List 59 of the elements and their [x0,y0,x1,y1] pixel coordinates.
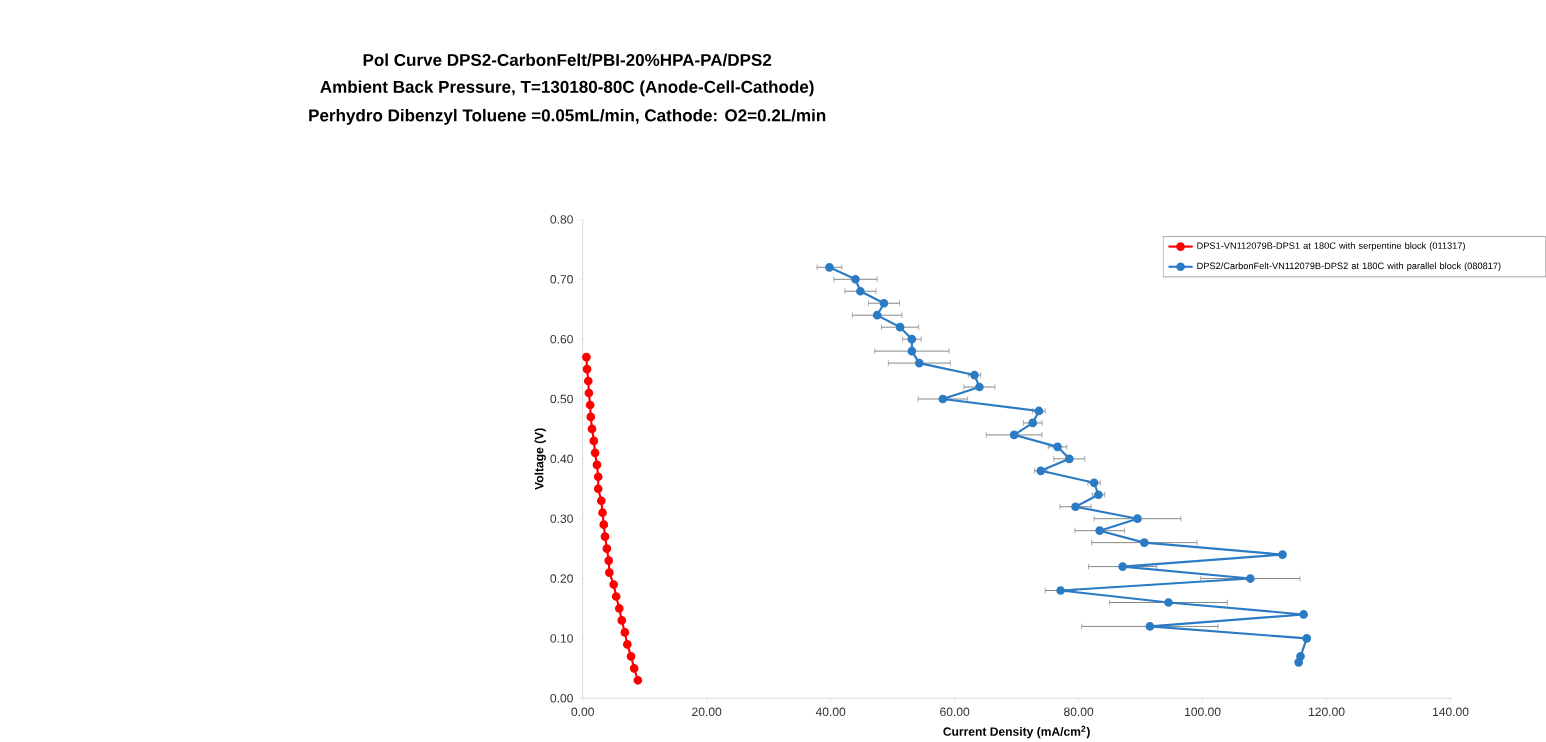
point [1139,537,1149,547]
point [584,388,594,397]
point [611,591,621,601]
point [587,424,597,433]
point [895,322,905,332]
point [617,615,627,625]
point [1064,454,1074,463]
point [585,400,595,409]
point [600,531,610,541]
point [1302,633,1312,643]
point [596,495,606,505]
point [872,310,882,320]
point [1164,597,1173,607]
point [582,352,591,361]
point [914,358,924,367]
point [609,579,619,589]
point [583,376,593,385]
point [593,471,603,481]
point [1294,657,1304,667]
point [851,274,860,284]
point [598,507,607,517]
point [1245,573,1255,583]
point [1145,621,1155,631]
point [856,286,865,296]
point [975,382,984,391]
point [907,346,917,355]
point [825,262,834,272]
point [602,543,612,553]
point [622,639,632,649]
point [1299,609,1308,619]
point [620,627,630,637]
point [1009,430,1019,439]
point [593,483,603,493]
point [938,394,948,403]
point [907,334,917,344]
point [626,651,636,661]
point [879,298,889,308]
point [599,519,609,529]
chart-title: Pol Curve DPS2-CarbonFelt/PBI-20%HPA-PA/DPS2 [363,53,772,66]
point [1028,418,1038,427]
point [592,460,602,469]
point [614,603,624,613]
point [590,448,600,457]
point [586,412,596,421]
chart-subtitle: Ambient Back Pressure, T=130180-80C (Anode-Cell-Cathode) [320,79,814,96]
point [633,675,643,685]
point [589,436,599,445]
point [582,364,592,373]
point [1071,501,1080,511]
point [605,567,614,577]
point [1118,561,1127,571]
point [1053,442,1062,451]
point [1095,525,1105,535]
point [1278,549,1287,559]
point [629,663,639,673]
point [1056,585,1065,595]
text: Perhydro Dibenzyl Toluene =0.05mL/min, Cathode: O2=0.2L/min [309,108,826,125]
point [1133,513,1142,523]
point [604,555,614,565]
